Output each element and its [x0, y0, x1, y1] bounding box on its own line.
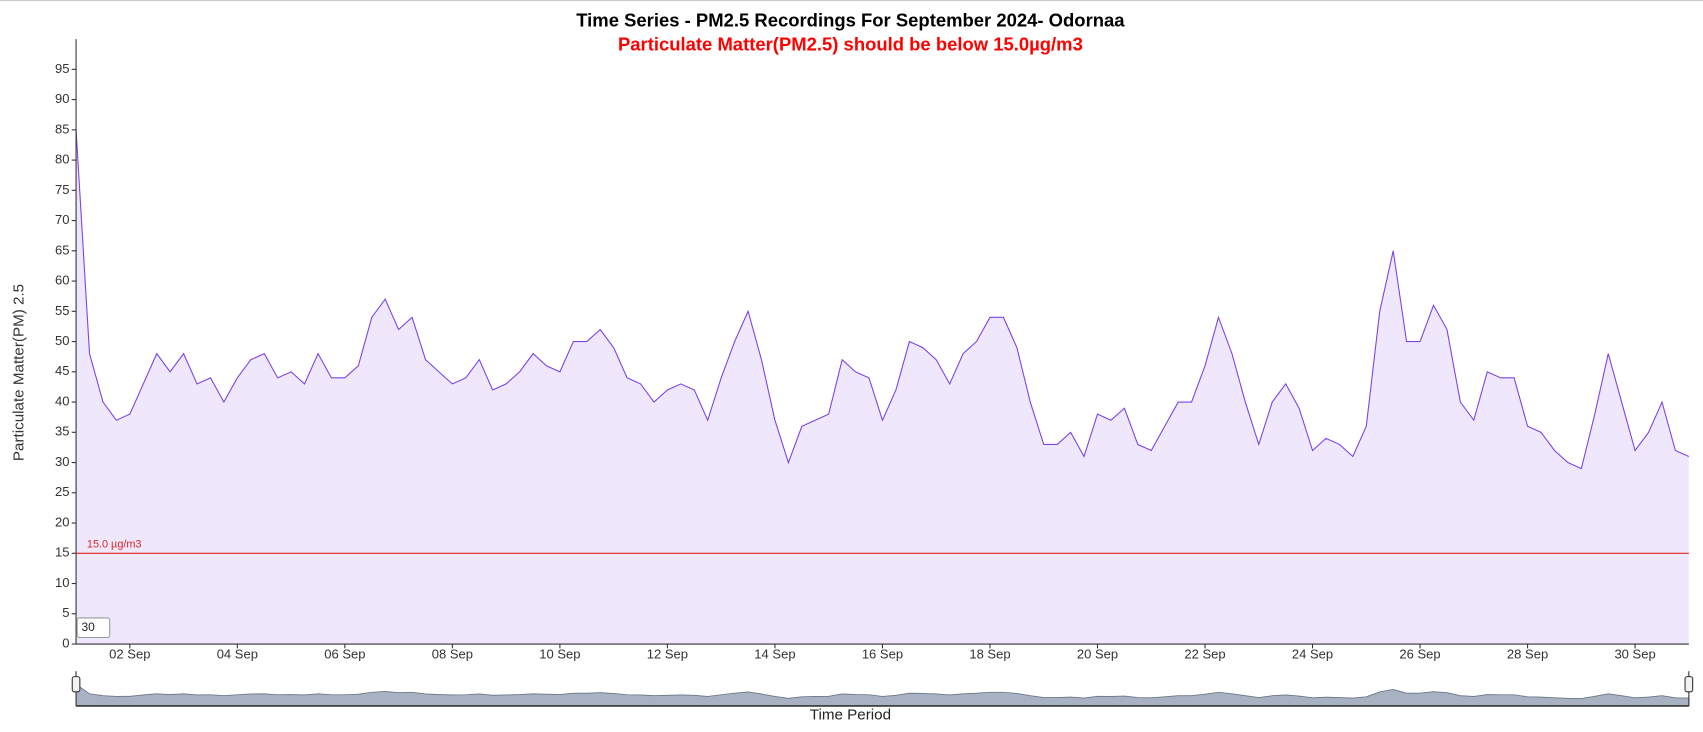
y-tick-label: 0	[62, 635, 69, 650]
x-tick-label: 06 Sep	[324, 646, 365, 661]
plot-area: 0 5 10 15 20 25 30 35 40 45 50 55 60 65 70 75 80 85 90 95 02…	[55, 39, 1694, 707]
chart-title: Time Series - PM2.5 Recordings For Septe…	[576, 10, 1125, 31]
zoom-input-text[interactable]: 30	[81, 620, 95, 634]
x-tick-label: 28 Sep	[1507, 646, 1548, 661]
x-tick-label: 24 Sep	[1292, 646, 1333, 661]
threshold-label: 15.0 µg/m3	[87, 538, 142, 550]
y-tick-label: 65	[55, 242, 69, 257]
x-tick-label: 14 Sep	[754, 646, 795, 661]
y-tick-label: 95	[55, 61, 69, 76]
y-tick-label: 10	[55, 575, 69, 590]
y-tick-label: 80	[55, 152, 69, 167]
y-axis-label: Particulate Matter(PM) 2.5	[11, 284, 28, 461]
navigator-handle[interactable]	[1684, 676, 1694, 693]
y-tick-label: 35	[55, 424, 69, 439]
y-tick-label: 85	[55, 121, 69, 136]
x-tick-label: 22 Sep	[1184, 646, 1225, 661]
x-tick-label: 18 Sep	[969, 646, 1010, 661]
y-tick-label: 5	[62, 605, 69, 620]
chart-subtitle: Particulate Matter(PM2.5) should be belo…	[618, 33, 1083, 54]
x-tick-label: 12 Sep	[647, 646, 688, 661]
x-axis-label: Time Period	[810, 707, 891, 724]
y-tick-label: 75	[55, 182, 69, 197]
y-tick-label: 20	[55, 514, 69, 529]
y-tick-label: 25	[55, 484, 69, 499]
y-tick-label: 55	[55, 303, 69, 318]
data-line	[75, 129, 1690, 470]
x-tick-label: 20 Sep	[1077, 646, 1118, 661]
y-tick-label: 30	[55, 454, 69, 469]
x-tick-label: 16 Sep	[862, 646, 903, 661]
x-tick-label: 02 Sep	[109, 646, 150, 661]
zoom-input[interactable]	[76, 617, 111, 639]
y-tick-label: 40	[55, 393, 69, 408]
navigator-area	[75, 683, 1690, 707]
y-tick-label: 70	[55, 212, 69, 227]
x-tick-label: 26 Sep	[1399, 646, 1440, 661]
x-tick-label: 04 Sep	[217, 646, 258, 661]
x-tick-label: 10 Sep	[539, 646, 580, 661]
y-tick-label: 90	[55, 91, 69, 106]
area-fill	[76, 129, 1689, 645]
y-tick-label: 60	[55, 273, 69, 288]
x-tick-label: 30 Sep	[1614, 646, 1655, 661]
y-tick-label: 50	[55, 333, 69, 348]
y-tick-label: 15	[55, 545, 69, 560]
x-tick-label: 08 Sep	[432, 646, 473, 661]
y-tick-label: 45	[55, 363, 69, 378]
navigator-handle[interactable]	[71, 676, 81, 693]
